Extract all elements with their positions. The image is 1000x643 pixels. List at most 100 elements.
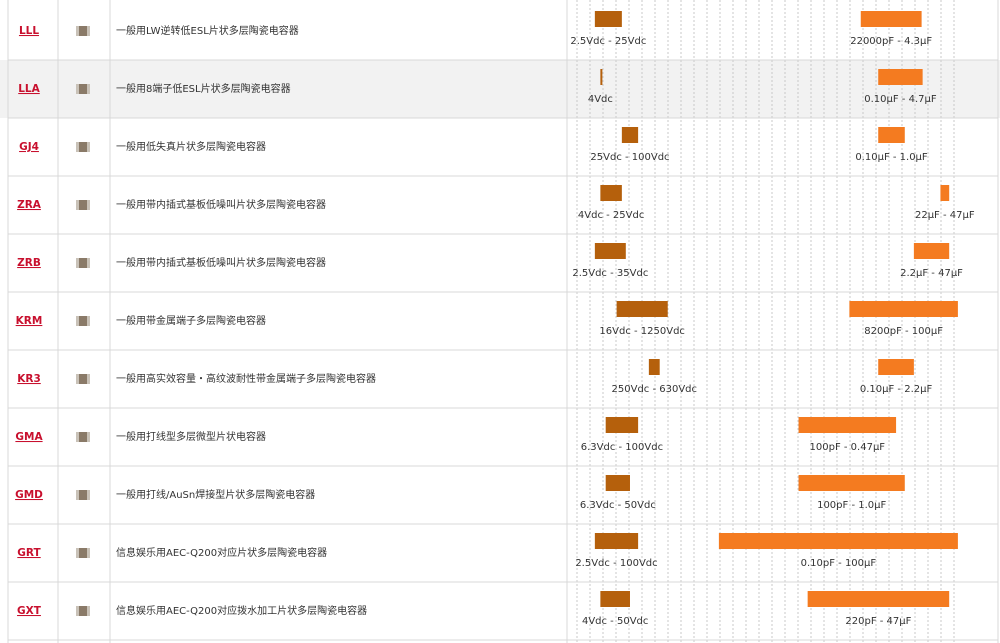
chip-terminal [76, 84, 79, 94]
product-code-link[interactable]: ZRB [17, 257, 41, 269]
voltage-range-bar [605, 475, 630, 491]
voltage-range-bar [616, 301, 668, 317]
product-description: 一般用高实效容量・高纹波耐性带金属端子多层陶瓷电容器 [116, 372, 376, 385]
row-background [0, 60, 1000, 118]
chip-terminal [76, 490, 79, 500]
product-description: 一般用带内插式基板低噪叫片状多层陶瓷电容器 [116, 256, 326, 269]
chip-terminal [87, 316, 90, 326]
product-description: 信息娱乐用AEC-Q200对应拨水加工片状多层陶瓷电容器 [116, 604, 367, 617]
capacitance-range-bar [860, 11, 922, 27]
chip-body [76, 316, 90, 326]
product-code-link[interactable]: GXT [17, 605, 42, 617]
voltage-range-label: 4Vdc - 25Vdc [578, 210, 644, 221]
capacitance-range-bar [878, 69, 923, 85]
product-description: 一般用带金属端子多层陶瓷电容器 [116, 314, 266, 327]
product-code-link[interactable]: GJ4 [19, 141, 39, 153]
voltage-range-label: 250Vdc - 630Vdc [612, 384, 698, 395]
voltage-range-label: 6.3Vdc - 50Vdc [580, 500, 656, 511]
chip-body [76, 374, 90, 384]
product-code-link[interactable]: GMA [15, 431, 43, 443]
capacitance-range-bar [878, 359, 914, 375]
row-background [0, 176, 1000, 234]
product-description: 一般用打线型多层微型片状电容器 [116, 430, 266, 443]
capacitance-range-bar [913, 243, 950, 259]
capacitance-range-label: 220pF - 47µF [845, 616, 911, 627]
chip-terminal [87, 142, 90, 152]
capacitance-range-label: 2.2µF - 47µF [900, 268, 963, 279]
product-code-link[interactable]: KR3 [17, 373, 41, 385]
row-background [0, 234, 1000, 292]
voltage-range-bar [594, 243, 626, 259]
capacitance-range-label: 100pF - 0.47µF [810, 442, 886, 453]
voltage-range-bar [648, 359, 660, 375]
product-code-link[interactable]: GMD [15, 489, 43, 501]
capacitance-range-label: 0.10µF - 1.0µF [855, 152, 928, 163]
capacitance-range-label: 22µF - 47µF [915, 210, 975, 221]
capacitance-range-label: 8200pF - 100µF [864, 326, 943, 337]
chip-terminal [87, 548, 90, 558]
chip-terminal [76, 142, 79, 152]
chip-body [76, 548, 90, 558]
voltage-range-bar [600, 185, 622, 201]
chip-body [76, 26, 90, 36]
capacitance-range-bar [718, 533, 958, 549]
chip-terminal [76, 548, 79, 558]
chip-terminal [87, 84, 90, 94]
capacitance-range-bar [940, 185, 950, 201]
chip-body [76, 142, 90, 152]
capacitance-range-label: 22000pF - 4.3µF [850, 36, 932, 47]
voltage-range-bar [605, 417, 639, 433]
chip-terminal [76, 374, 79, 384]
voltage-range-label: 4Vdc - 50Vdc [582, 616, 648, 627]
chip-body [76, 606, 90, 616]
product-description: 一般用低失真片状多层陶瓷电容器 [116, 140, 266, 153]
chip-terminal [87, 374, 90, 384]
chip-terminal [87, 258, 90, 268]
product-code-link[interactable]: GRT [17, 547, 41, 559]
chip-terminal [76, 258, 79, 268]
chip-terminal [87, 432, 90, 442]
chip-terminal [76, 316, 79, 326]
row-background [0, 350, 1000, 408]
product-description: 一般用LW逆转低ESL片状多层陶瓷电容器 [116, 24, 299, 37]
product-description: 一般用打线/AuSn焊接型片状多层陶瓷电容器 [116, 488, 315, 501]
capacitance-range-bar [849, 301, 958, 317]
voltage-range-label: 2.5Vdc - 35Vdc [572, 268, 648, 279]
capacitance-range-bar [798, 417, 897, 433]
chip-terminal [76, 26, 79, 36]
voltage-range-label: 2.5Vdc - 25Vdc [570, 36, 646, 47]
product-description: 一般用带内插式基板低噪叫片状多层陶瓷电容器 [116, 198, 326, 211]
chip-body [76, 200, 90, 210]
capacitance-range-bar [878, 127, 905, 143]
chip-body [76, 432, 90, 442]
voltage-range-label: 16Vdc - 1250Vdc [599, 326, 685, 337]
product-code-link[interactable]: LLL [19, 25, 39, 37]
capacitance-range-bar [798, 475, 905, 491]
voltage-range-label: 6.3Vdc - 100Vdc [581, 442, 663, 453]
chip-terminal [76, 432, 79, 442]
chip-terminal [76, 606, 79, 616]
product-code-link[interactable]: ZRA [17, 199, 42, 211]
chip-body [76, 84, 90, 94]
voltage-range-label: 2.5Vdc - 100Vdc [575, 558, 657, 569]
capacitance-range-label: 100pF - 1.0µF [817, 500, 886, 511]
row-background [0, 2, 1000, 60]
capacitance-range-label: 0.10pF - 100µF [801, 558, 877, 569]
product-code-link[interactable]: LLA [18, 83, 40, 95]
chip-body [76, 258, 90, 268]
chip-terminal [87, 26, 90, 36]
capacitance-range-label: 0.10µF - 4.7µF [864, 94, 937, 105]
row-background [0, 292, 1000, 350]
voltage-range-bar [594, 11, 622, 27]
chip-body [76, 490, 90, 500]
voltage-range-bar [600, 591, 630, 607]
capacitance-range-bar [807, 591, 950, 607]
chip-terminal [87, 606, 90, 616]
product-code-link[interactable]: KRM [16, 315, 43, 327]
capacitance-range-label: 0.10µF - 2.2µF [860, 384, 933, 395]
chip-terminal [76, 200, 79, 210]
product-description: 一般用8端子低ESL片状多层陶瓷电容器 [116, 82, 291, 95]
row-background [0, 118, 1000, 176]
voltage-range-label: 4Vdc [588, 94, 613, 105]
